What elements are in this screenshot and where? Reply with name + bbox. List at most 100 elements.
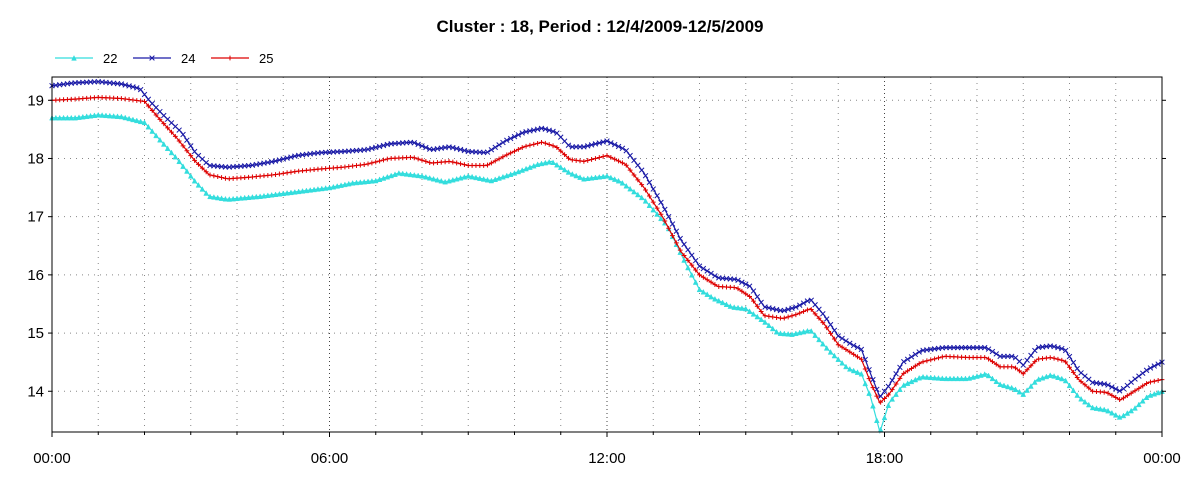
data-point-marker	[816, 306, 822, 313]
data-point-marker	[538, 160, 545, 167]
data-point-marker	[828, 330, 833, 336]
data-point-marker	[211, 194, 217, 200]
data-point-marker	[1017, 368, 1022, 374]
data-point-marker	[936, 355, 941, 361]
data-point-marker	[450, 144, 456, 151]
legend: 22 24 25	[55, 51, 273, 66]
data-point-marker	[643, 187, 648, 193]
legend-label: 24	[181, 51, 195, 66]
data-point-marker	[480, 176, 487, 182]
data-point-marker	[373, 159, 379, 165]
data-point-marker	[712, 295, 718, 302]
data-point-marker	[881, 388, 888, 395]
data-point-marker	[746, 308, 753, 314]
data-point-marker	[751, 298, 756, 304]
series-22	[49, 111, 1165, 435]
data-point-marker	[693, 267, 699, 273]
data-point-marker	[704, 291, 711, 297]
data-point-marker	[604, 153, 610, 158]
series-24	[49, 78, 1165, 399]
data-point-marker	[226, 196, 233, 202]
data-point-marker	[882, 396, 887, 401]
data-point-marker	[696, 263, 703, 269]
data-point-marker	[153, 112, 159, 118]
data-point-marker	[396, 170, 402, 176]
data-point-marker	[1143, 367, 1150, 374]
data-point-marker	[1117, 397, 1122, 402]
data-point-marker	[908, 378, 915, 385]
series-25	[49, 94, 1165, 405]
data-point-marker	[361, 162, 367, 167]
data-point-marker	[1013, 365, 1018, 371]
data-point-marker	[650, 199, 656, 205]
data-point-marker	[215, 174, 221, 180]
data-point-marker	[785, 330, 791, 337]
data-point-marker	[419, 143, 425, 149]
data-point-marker	[581, 175, 587, 182]
data-point-marker	[692, 257, 699, 264]
data-point-marker	[1032, 359, 1038, 365]
data-point-marker	[1101, 381, 1107, 387]
data-point-marker	[157, 117, 163, 122]
data-point-marker	[1093, 405, 1100, 411]
data-point-marker	[1020, 362, 1027, 368]
data-point-marker	[639, 182, 645, 188]
data-point-marker	[773, 328, 780, 335]
data-point-marker	[700, 274, 706, 280]
data-point-marker	[1016, 388, 1023, 395]
data-point-marker	[531, 141, 537, 147]
data-point-marker	[958, 375, 965, 382]
data-point-marker	[372, 144, 379, 151]
data-point-marker	[793, 330, 799, 337]
data-point-marker	[218, 195, 225, 201]
data-point-marker	[1140, 383, 1146, 389]
data-point-marker	[789, 313, 795, 319]
data-point-marker	[878, 399, 884, 405]
data-point-marker	[1024, 387, 1030, 393]
data-point-marker	[685, 257, 691, 263]
data-point-marker	[793, 304, 799, 310]
y-tick-label: 19	[27, 92, 44, 109]
data-point-marker	[318, 185, 325, 192]
data-point-marker	[1139, 397, 1146, 404]
data-point-marker	[222, 195, 229, 202]
data-point-marker	[507, 135, 514, 142]
data-point-marker	[620, 160, 625, 166]
data-point-marker	[1089, 404, 1096, 411]
data-point-marker	[496, 156, 502, 162]
data-point-marker	[342, 181, 348, 188]
data-point-marker	[334, 183, 341, 189]
data-point-marker	[823, 345, 830, 351]
data-point-marker	[681, 257, 687, 263]
data-point-marker	[473, 174, 479, 181]
data-point-marker	[731, 285, 737, 290]
data-point-marker	[835, 356, 842, 362]
data-point-marker	[619, 179, 626, 186]
data-point-marker	[615, 143, 622, 150]
data-point-marker	[454, 160, 460, 166]
data-point-marker	[1005, 383, 1011, 390]
data-point-marker	[862, 380, 869, 387]
data-point-marker	[542, 140, 548, 146]
data-point-marker	[292, 188, 298, 195]
data-point-marker	[1147, 365, 1154, 371]
data-point-marker	[122, 114, 129, 121]
data-point-marker	[157, 136, 163, 143]
data-point-marker	[866, 376, 872, 382]
data-point-marker	[638, 194, 645, 201]
data-point-marker	[1070, 369, 1076, 375]
data-point-marker	[399, 170, 406, 177]
data-point-marker	[172, 134, 178, 139]
data-point-marker	[619, 145, 626, 152]
data-point-marker	[1070, 359, 1077, 366]
data-point-marker	[515, 168, 522, 175]
data-point-marker	[781, 307, 788, 314]
data-point-marker	[369, 160, 375, 166]
data-point-marker	[1128, 390, 1134, 396]
data-point-marker	[731, 276, 737, 283]
data-point-marker	[192, 158, 198, 163]
data-point-marker	[897, 375, 903, 381]
data-point-marker	[349, 179, 356, 186]
data-point-marker	[145, 123, 152, 130]
